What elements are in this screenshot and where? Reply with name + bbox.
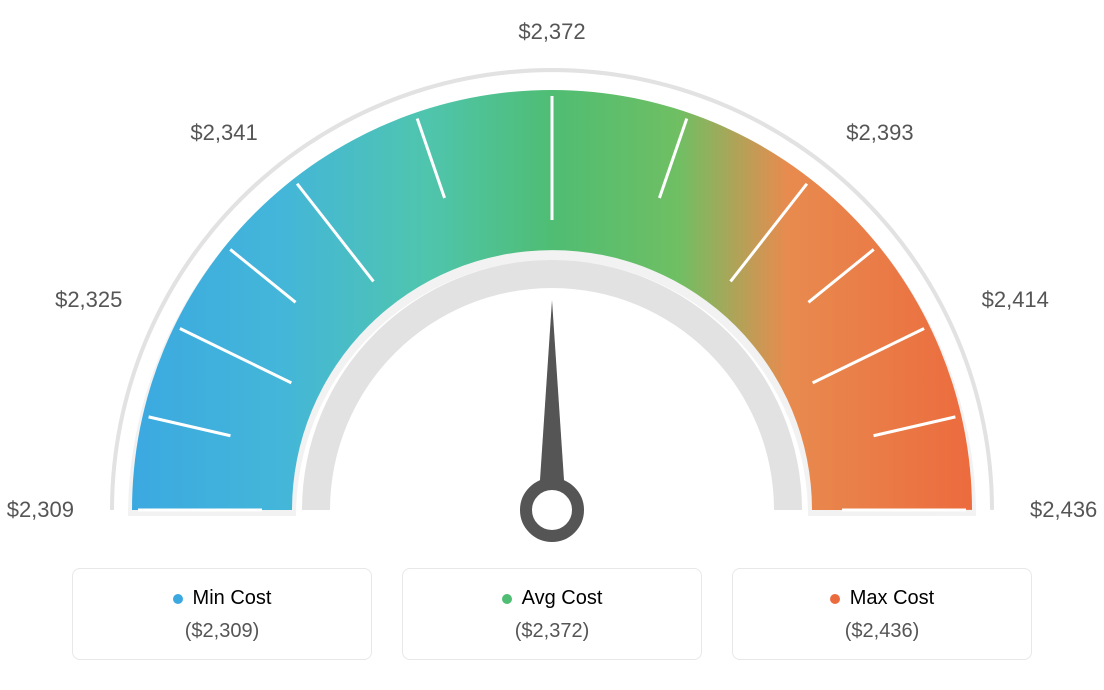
gauge-tick-label: $2,436 (1030, 497, 1097, 523)
legend-row: Min Cost ($2,309) Avg Cost ($2,372) Max … (0, 568, 1104, 660)
gauge-tick-label: $2,393 (846, 120, 913, 146)
gauge-tick-label: $2,341 (190, 120, 257, 146)
legend-card-min: Min Cost ($2,309) (72, 568, 372, 660)
legend-title-text-max: Max Cost (850, 587, 934, 610)
legend-card-avg: Avg Cost ($2,372) (402, 568, 702, 660)
legend-value-max: ($2,436) (753, 620, 1011, 643)
gauge: $2,309$2,325$2,341$2,372$2,393$2,414$2,4… (72, 40, 1032, 560)
legend-value-avg: ($2,372) (423, 620, 681, 643)
gauge-tick-label: $2,414 (982, 287, 1049, 313)
gauge-tick-label: $2,309 (7, 497, 74, 523)
legend-title-text-avg: Avg Cost (522, 587, 603, 610)
legend-title-text-min: Min Cost (193, 587, 272, 610)
legend-title-min: Min Cost (93, 587, 351, 610)
gauge-tick-label: $2,325 (55, 287, 122, 313)
legend-card-max: Max Cost ($2,436) (732, 568, 1032, 660)
legend-dot-avg (502, 594, 512, 604)
legend-title-max: Max Cost (753, 587, 1011, 610)
gauge-svg (72, 40, 1032, 560)
chart-container: $2,309 $2,325 $2,341 $2,372 $2,393 $2,414 $2,4… (0, 0, 1104, 690)
legend-title-avg: Avg Cost (423, 587, 681, 610)
legend-dot-max (830, 594, 840, 604)
gauge-tick-label: $2,372 (518, 19, 585, 45)
legend-dot-min (173, 594, 183, 604)
legend-value-min: ($2,309) (93, 620, 351, 643)
